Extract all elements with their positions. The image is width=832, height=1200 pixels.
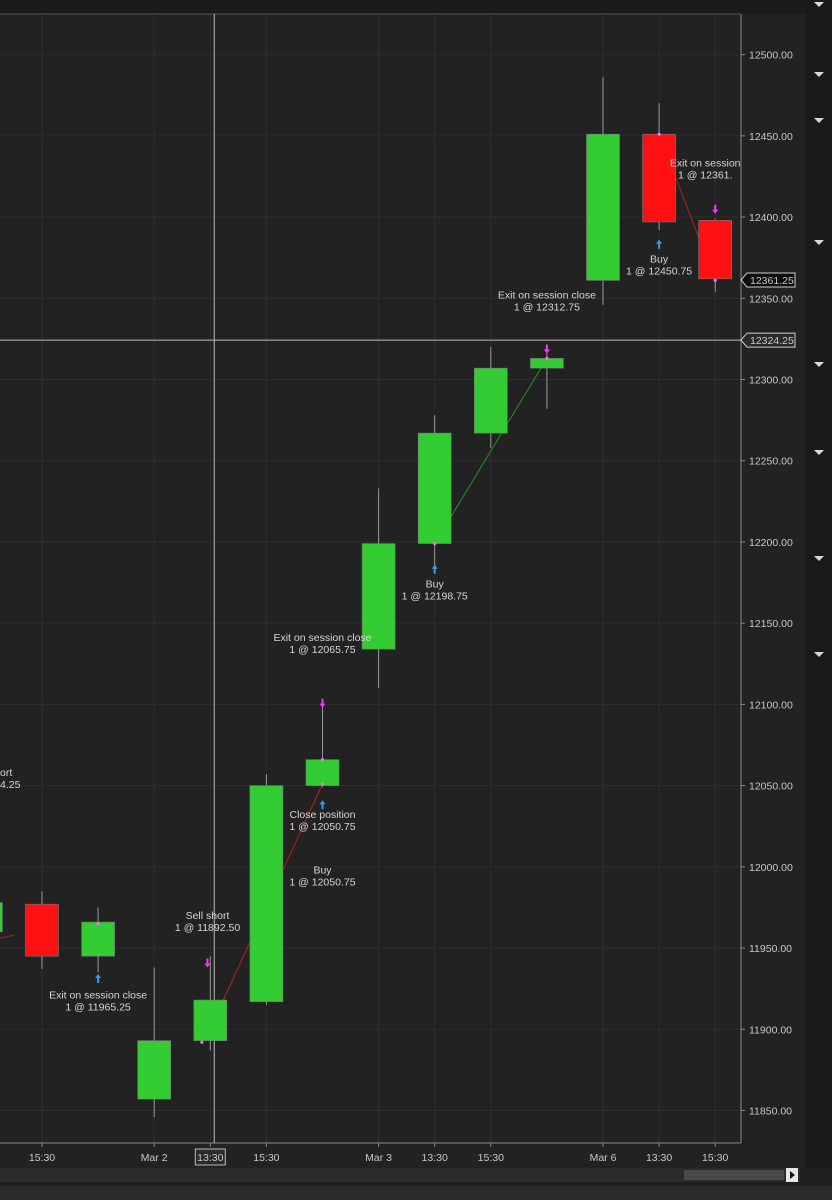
indicator-side-panel xyxy=(806,0,832,1168)
x-tick-label: Mar 6 xyxy=(590,1152,617,1164)
trade-label: Exit on session close xyxy=(498,289,596,301)
trade-marker xyxy=(713,278,717,283)
crosshair-price-box xyxy=(740,332,796,348)
y-tick-label: 11850.00 xyxy=(749,1106,792,1118)
trade-marker xyxy=(545,356,549,360)
entry-arrow-icon xyxy=(319,800,326,810)
y-tick-label: 12500.00 xyxy=(749,50,793,62)
y-tick-label: 12000.00 xyxy=(749,862,793,874)
trade-label: 1 @ 12050.75 xyxy=(289,876,355,888)
scroll-right-button[interactable] xyxy=(786,1168,798,1182)
chevron-down-icon[interactable] xyxy=(814,450,824,455)
entry-arrow-icon xyxy=(656,239,663,249)
trade-label: 4.25 xyxy=(0,779,21,791)
candle xyxy=(417,432,452,544)
x-crosshair-label-box xyxy=(194,1148,226,1166)
trade-marker xyxy=(96,922,100,926)
candle xyxy=(642,133,676,223)
candle xyxy=(698,220,733,280)
candle xyxy=(586,133,620,281)
candle xyxy=(25,903,59,957)
exit-arrow-icon xyxy=(712,204,719,214)
trade-label: 1 @ 12361. xyxy=(678,170,732,182)
x-tick-label: 15:30 xyxy=(29,1152,55,1164)
exit-arrow-icon xyxy=(319,698,326,708)
scrollbar-thumb[interactable] xyxy=(684,1170,784,1180)
chevron-down-icon[interactable] xyxy=(814,362,824,367)
trade-label: Close position xyxy=(290,809,356,821)
candle xyxy=(137,1040,171,1100)
trade-label: Buy xyxy=(426,578,445,590)
entry-arrow-icon xyxy=(431,564,438,574)
trade-marker xyxy=(433,541,437,546)
y-tick-label: 12050.00 xyxy=(749,781,793,793)
y-tick-label: 12300.00 xyxy=(749,375,793,387)
y-tick-label: 12100.00 xyxy=(749,699,793,711)
y-tick-label: 11900.00 xyxy=(749,1024,792,1036)
candle xyxy=(81,921,115,957)
x-tick-label: 13:30 xyxy=(646,1152,672,1164)
trade-label: 1 @ 11965.25 xyxy=(65,1001,131,1013)
y-tick-label: 12250.00 xyxy=(749,456,793,468)
y-tick-label: 12450.00 xyxy=(749,131,793,143)
status-bar xyxy=(0,1186,832,1200)
y-tick-label: 11950.00 xyxy=(749,943,792,955)
trade-label: 1 @ 12450.75 xyxy=(626,266,692,278)
x-tick-label: 15:30 xyxy=(253,1152,279,1164)
trade-label: Exit on session close xyxy=(273,632,371,644)
candle xyxy=(473,367,508,434)
chevron-down-icon[interactable] xyxy=(814,72,824,77)
x-tick-label: Mar 2 xyxy=(141,1152,168,1164)
trade-label: Buy xyxy=(313,864,332,876)
crosshair-price-label: 12324.25 xyxy=(750,335,794,347)
horizontal-scrollbar[interactable] xyxy=(0,1168,800,1182)
trade-label: 1 @ 12050.75 xyxy=(289,821,355,833)
trade-label: 1 @ 12198.75 xyxy=(402,590,468,602)
chevron-down-icon[interactable] xyxy=(814,118,824,123)
trade-marker xyxy=(200,1040,204,1044)
candle xyxy=(0,902,3,933)
trade-line xyxy=(434,358,548,544)
x-tick-label: 15:30 xyxy=(478,1152,504,1164)
y-tick-label: 12400.00 xyxy=(749,212,793,224)
last-price-box xyxy=(740,272,796,288)
trade-label: 1 @ 12312.75 xyxy=(514,301,580,313)
exit-arrow-icon xyxy=(204,958,211,968)
x-tick-label: 13:30 xyxy=(422,1152,448,1164)
trade-marker xyxy=(320,758,325,762)
exit-arrow-icon xyxy=(543,344,550,354)
top-band xyxy=(0,0,806,14)
trade-label: 1 @ 11892.50 xyxy=(175,922,241,934)
last-price-label: 12361.25 xyxy=(750,275,794,287)
y-tick-label: 12150.00 xyxy=(749,618,793,630)
candle xyxy=(193,999,228,1041)
trade-label: ort xyxy=(0,767,12,779)
trade-label: 1 @ 12065.75 xyxy=(289,644,355,656)
trade-line xyxy=(0,934,15,939)
trade-label: Exit on session xyxy=(670,158,741,170)
chevron-down-icon[interactable] xyxy=(814,652,824,657)
candle xyxy=(361,543,396,650)
y-tick-label: 12350.00 xyxy=(749,293,793,305)
trade-label: Exit on session close xyxy=(49,989,147,1001)
x-tick-label: 13:30 xyxy=(197,1152,223,1164)
chevron-down-icon[interactable] xyxy=(814,240,824,245)
chevron-down-icon[interactable] xyxy=(814,2,824,7)
trade-label: Buy xyxy=(650,254,669,266)
trade-marker xyxy=(657,132,661,136)
price-chart[interactable]: 12500.00 12450.00 12400.00 12350.00 12300.00… xyxy=(0,0,806,1168)
candle xyxy=(305,759,340,786)
trade-label: Sell short xyxy=(186,910,230,922)
y-tick-label: 12200.00 xyxy=(749,537,793,549)
entry-arrow-icon xyxy=(95,974,102,984)
candle xyxy=(249,785,284,1002)
chevron-down-icon[interactable] xyxy=(814,556,824,561)
x-tick-label: 15:30 xyxy=(702,1152,728,1164)
trade-marker xyxy=(320,782,325,786)
x-tick-label: Mar 3 xyxy=(365,1152,392,1164)
